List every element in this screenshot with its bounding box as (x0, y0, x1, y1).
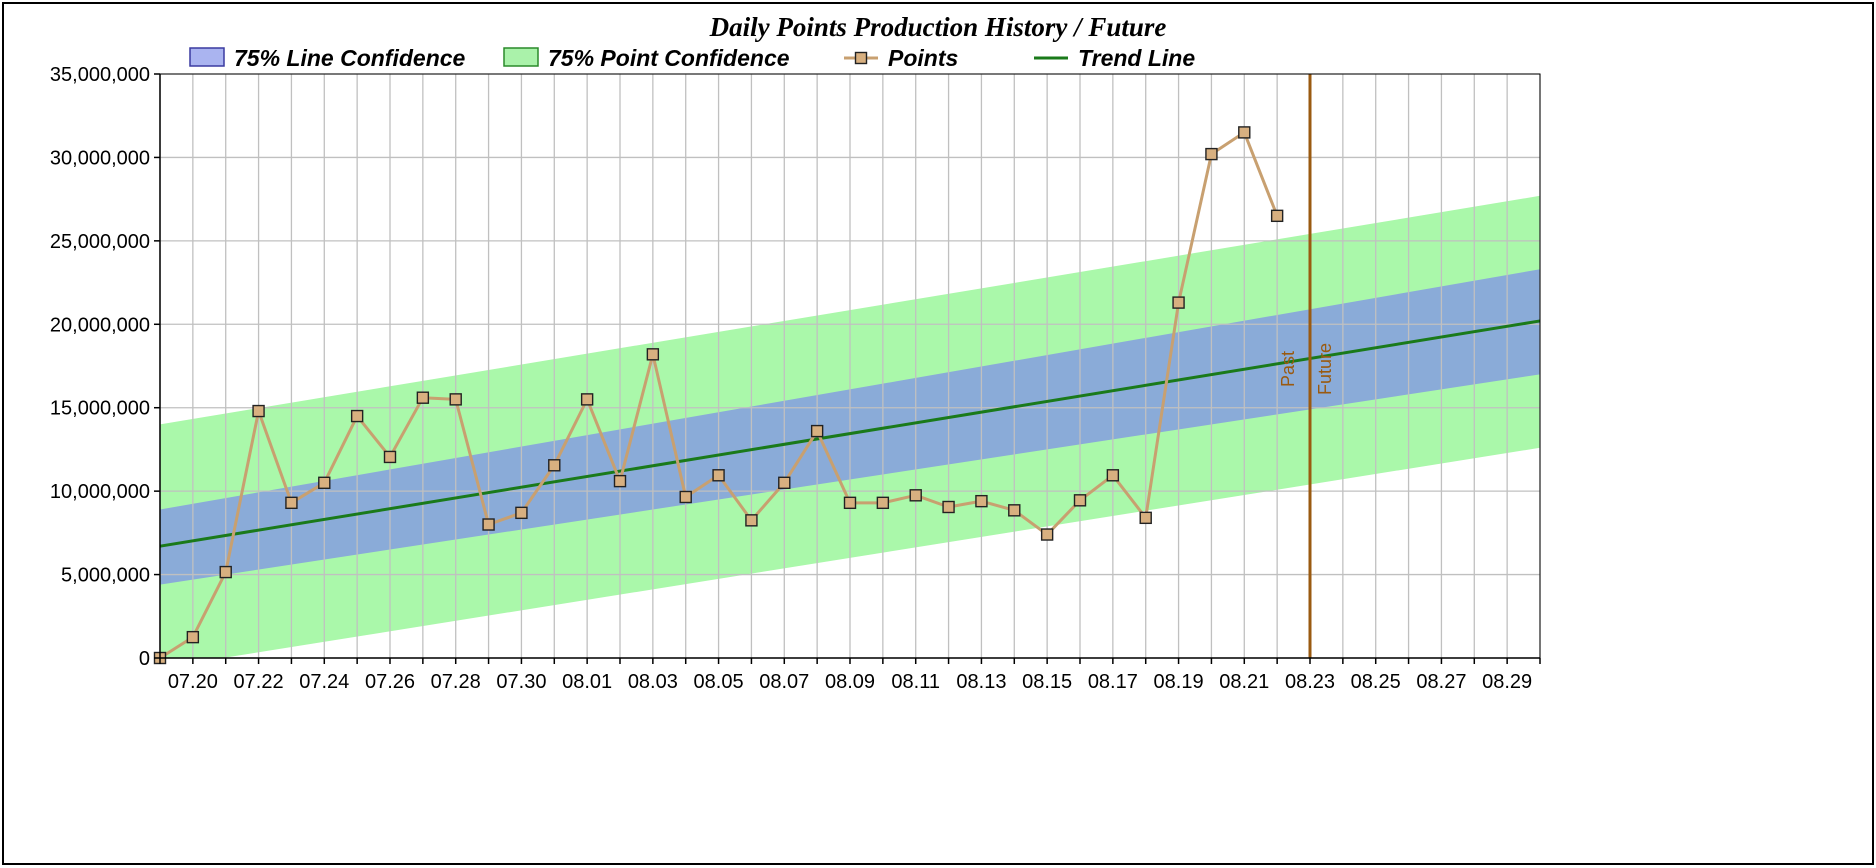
x-tick-label: 08.03 (628, 671, 678, 693)
point-marker (1073, 494, 1087, 507)
legend-item-trend-line: Trend Line (1034, 45, 1195, 71)
x-tick-label: 08.15 (1022, 671, 1072, 693)
point-marker (679, 490, 692, 504)
x-tick-label: 08.11 (891, 671, 940, 693)
point-marker (548, 459, 561, 472)
point-marker (975, 494, 988, 508)
point-marker (843, 496, 857, 510)
legend: 75% Line Confidence 75% Point Confidence P… (189, 45, 1195, 71)
point-marker (416, 391, 430, 404)
x-tick-label: 08.05 (694, 671, 744, 693)
legend-item-points: Points (844, 45, 958, 71)
point-marker (1040, 528, 1054, 541)
point-marker (318, 476, 331, 489)
legend-swatch (189, 47, 225, 67)
point-marker (1270, 209, 1284, 223)
past-label: Past (1278, 351, 1298, 387)
legend-item-75-point-confidence: 75% Point Confidence (503, 45, 790, 71)
legend-label: 75% Line Confidence (234, 45, 466, 71)
point-marker (1139, 511, 1152, 525)
point-marker (646, 348, 660, 361)
y-tick-label: 30,000,000 (50, 147, 150, 169)
point-marker (449, 393, 462, 406)
point-marker (219, 565, 232, 579)
x-tick-label: 08.19 (1154, 671, 1204, 693)
legend-swatch (503, 47, 539, 67)
legend-label: Points (888, 45, 958, 71)
x-tick-label: 07.20 (168, 671, 218, 693)
point-marker (285, 496, 298, 510)
y-tick-label: 25,000,000 (50, 231, 150, 253)
points-series (153, 126, 1284, 665)
x-tick-label: 08.21 (1219, 671, 1269, 693)
point-marker (909, 489, 922, 502)
y-tick-label: 35,000,000 (50, 64, 150, 86)
legend-swatch-marker (854, 51, 868, 65)
chart-canvas: Past Future 0 5,000,000 10,000,000 15,000,00… (50, 12, 1541, 693)
x-tick-label: 07.26 (365, 671, 415, 693)
y-tick-label: 20,000,000 (50, 314, 150, 336)
legend-label: 75% Point Confidence (548, 45, 790, 71)
y-tick-label: 15,000,000 (50, 398, 150, 420)
point-marker (810, 424, 824, 438)
past-future-marker: Past Future (1278, 74, 1335, 658)
point-marker (580, 393, 594, 406)
x-tick-label: 07.22 (234, 671, 284, 693)
x-tick-label: 08.01 (562, 671, 612, 693)
point-marker (613, 474, 627, 488)
x-tick-label: 08.13 (956, 671, 1006, 693)
point-marker (1238, 126, 1251, 139)
x-tick-label: 08.09 (825, 671, 875, 693)
point-marker (1106, 469, 1120, 482)
point-marker (515, 506, 528, 520)
point-marker (252, 404, 265, 418)
x-tick-label: 08.29 (1482, 671, 1532, 693)
point-marker (712, 469, 725, 482)
point-marker (482, 518, 495, 531)
x-tick-label: 08.23 (1285, 671, 1335, 693)
x-tick-label: 08.25 (1351, 671, 1401, 693)
legend-label: Trend Line (1078, 45, 1195, 71)
y-tick-label: 10,000,000 (50, 481, 150, 503)
x-tick-label: 08.07 (759, 671, 809, 693)
point-marker (1205, 147, 1218, 161)
x-tick-label: 08.17 (1088, 671, 1138, 693)
point-marker (745, 514, 758, 527)
y-tick-label: 0 (139, 648, 150, 670)
future-label: Future (1315, 343, 1335, 395)
y-tick-label: 5,000,000 (61, 565, 150, 587)
point-marker (350, 409, 364, 423)
axes: 0 5,000,000 10,000,000 15,000,000 20,000,000… (50, 64, 1541, 693)
point-marker (1008, 504, 1021, 517)
x-tick-label: 07.24 (299, 671, 349, 693)
point-marker (1172, 296, 1185, 309)
x-tick-label: 07.30 (496, 671, 546, 693)
point-marker (186, 630, 200, 644)
point-marker (942, 500, 955, 514)
x-tick-label: 08.27 (1416, 671, 1466, 693)
point-marker (778, 476, 791, 489)
legend-item-75-line-confidence: 75% Line Confidence (189, 45, 466, 71)
x-tick-label: 07.28 (431, 671, 481, 693)
point-marker (383, 450, 397, 464)
chart-title: Daily Points Production History / Future (709, 12, 1167, 42)
point-marker (876, 496, 890, 510)
